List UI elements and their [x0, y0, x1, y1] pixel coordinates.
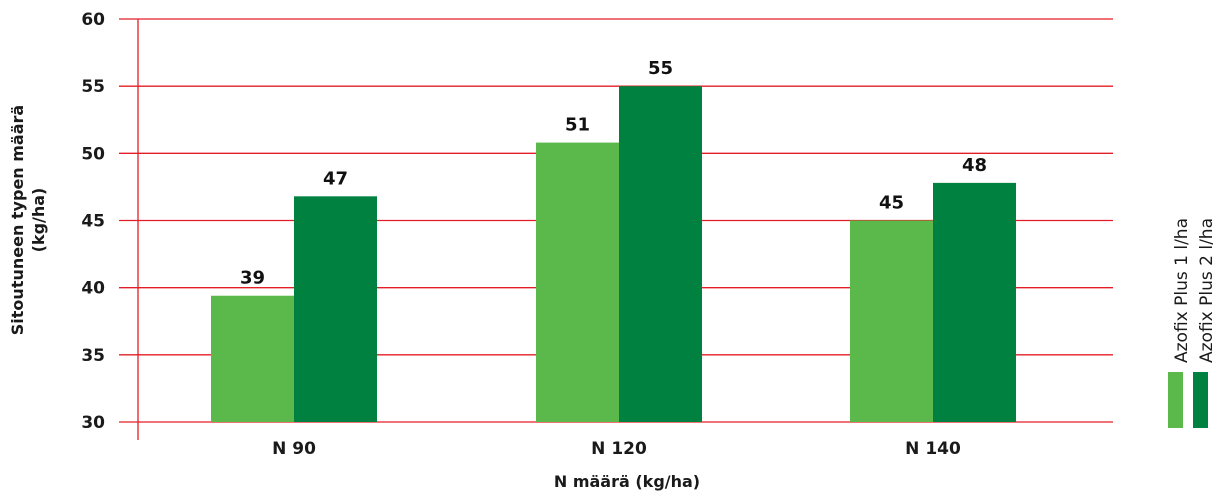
category-label: N 140: [905, 439, 961, 459]
bar: [933, 182, 1016, 422]
y-tick-label: 35: [81, 346, 105, 366]
bar: [619, 86, 702, 423]
category-label: N 90: [272, 439, 316, 459]
data-label: 45: [879, 193, 904, 214]
data-label: 51: [565, 115, 590, 136]
y-tick-label: 45: [81, 212, 105, 232]
legend: Azofix Plus 1 l/ha Azofix Plus 2 l/ha: [1168, 218, 1213, 428]
data-labels: 39 47 51 55 45 48: [240, 58, 987, 289]
y-tick-label: 55: [81, 77, 105, 97]
legend-swatch-series-2: [1193, 372, 1208, 428]
y-tick-label: 40: [81, 279, 105, 299]
legend-swatch-series-1: [1168, 372, 1183, 428]
y-axis-title-line-2: (kg/ha): [29, 188, 48, 253]
legend-label-series-2: Azofix Plus 2 l/ha: [1197, 218, 1213, 363]
data-label: 48: [962, 155, 987, 176]
legend-label-series-1: Azofix Plus 1 l/ha: [1172, 218, 1192, 363]
y-tick-label: 30: [81, 413, 105, 433]
x-axis-title: N määrä (kg/ha): [554, 472, 700, 491]
bar: [850, 220, 933, 422]
category-label: N 120: [591, 439, 647, 459]
data-label: 39: [240, 268, 265, 289]
data-label: 55: [648, 58, 673, 79]
y-tick-label: 60: [81, 10, 105, 30]
y-tick-label: 50: [81, 144, 105, 164]
bar: [294, 196, 377, 422]
y-axis-title-line-1: Sitoutuneen typen määrä: [8, 105, 27, 335]
bars: [211, 86, 1016, 423]
data-label: 47: [323, 168, 348, 189]
bar: [536, 142, 619, 422]
y-axis-ticks: 30 35 40 45 50 55 60: [81, 10, 105, 433]
bar: [211, 295, 294, 422]
x-axis-categories: N 90 N 120 N 140: [272, 439, 961, 459]
